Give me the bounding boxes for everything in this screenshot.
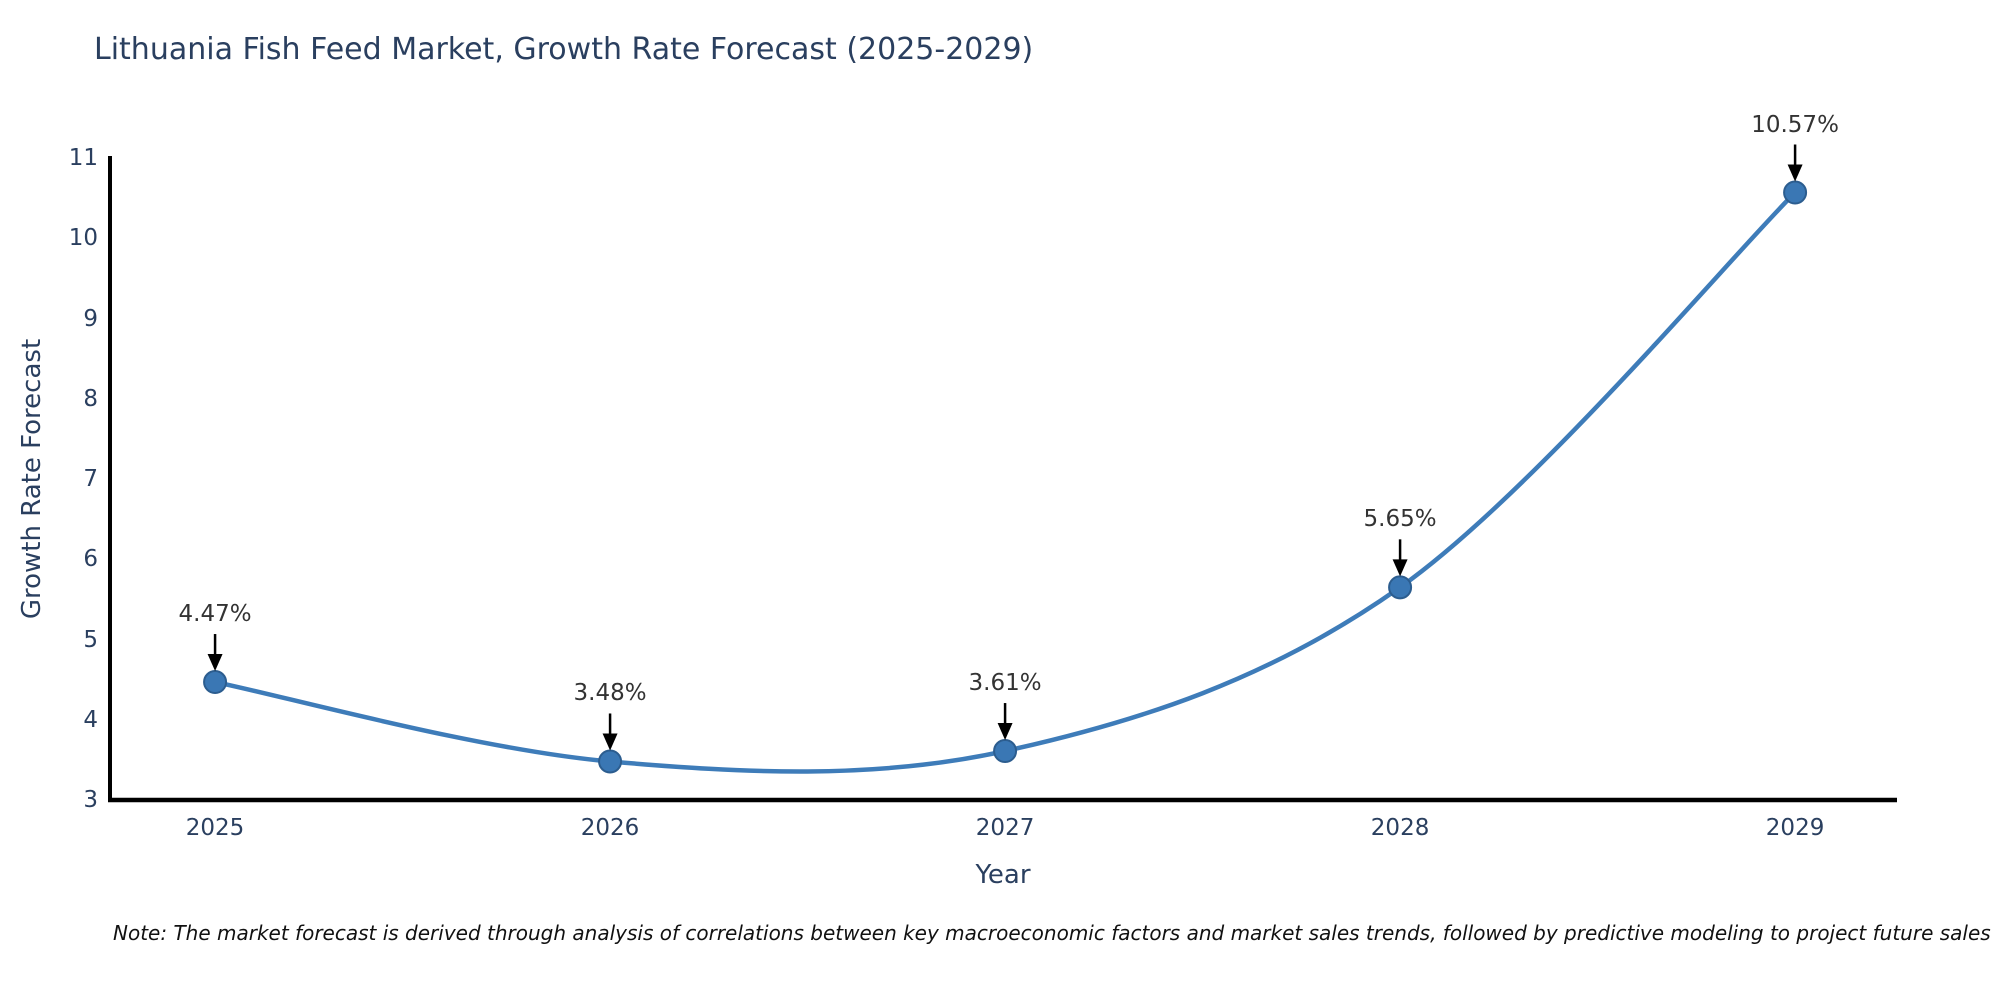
x-axis-tick-label: 2026 <box>580 815 640 841</box>
data-point-value-label: 3.48% <box>573 680 647 707</box>
y-axis-tick-label: 8 <box>83 385 98 412</box>
y-axis-tick-label: 6 <box>83 546 98 573</box>
annotation-arrow-head <box>207 654 223 672</box>
y-axis-tick-label: 5 <box>83 626 98 653</box>
data-point-marker <box>1388 575 1413 600</box>
x-axis-title: Year <box>975 860 1031 890</box>
x-axis-tick-label: 2028 <box>1370 815 1430 841</box>
annotation-arrow-head <box>1392 559 1408 577</box>
data-point-marker <box>203 670 228 695</box>
data-point-value-label: 3.61% <box>968 670 1042 697</box>
chart-title: Lithuania Fish Feed Market, Growth Rate … <box>94 32 1034 67</box>
y-axis-tick-label: 7 <box>83 466 98 492</box>
data-point-marker <box>598 749 623 774</box>
y-axis-tick-label: 9 <box>83 305 98 332</box>
data-point-marker <box>993 739 1018 764</box>
growth-line <box>212 190 1798 774</box>
annotation-arrow-head <box>1787 164 1803 182</box>
y-axis-tick-label: 11 <box>68 145 98 171</box>
data-point-value-label: 5.65% <box>1363 506 1437 533</box>
data-point-value-label: 4.47% <box>178 601 252 628</box>
y-axis-tick-label: 4 <box>83 706 98 733</box>
y-axis-tick-label: 10 <box>68 225 98 252</box>
x-axis-tick-label: 2027 <box>975 815 1035 841</box>
data-point-marker <box>1783 180 1808 205</box>
annotation-arrow-head <box>602 733 618 751</box>
data-point-value-label: 10.57% <box>1751 111 1839 138</box>
x-axis-tick-label: 2025 <box>185 815 245 841</box>
y-axis-tick-label: 3 <box>83 787 98 813</box>
x-axis-tick-label: 2029 <box>1765 815 1825 841</box>
annotation-arrow-head <box>997 723 1013 741</box>
footnote: Note: The market forecast is derived thr… <box>113 921 1991 945</box>
